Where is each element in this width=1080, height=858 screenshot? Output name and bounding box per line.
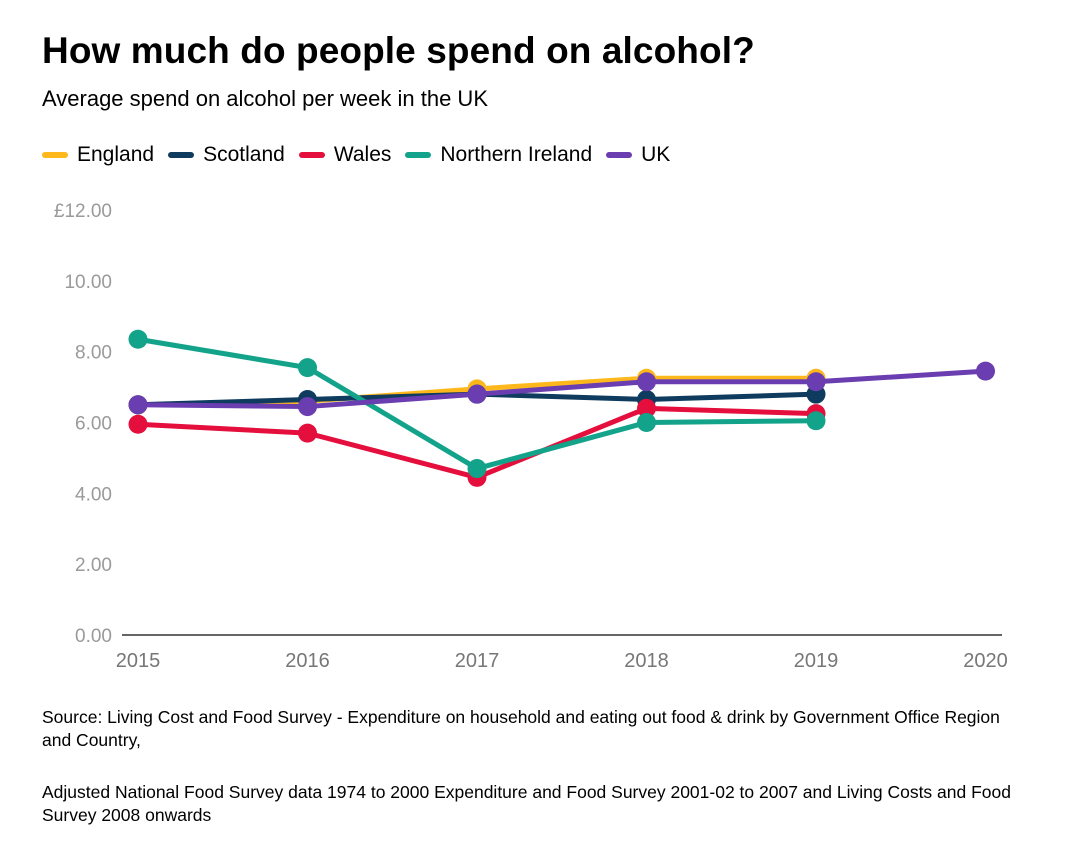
- legend-label-uk: UK: [641, 143, 671, 166]
- data-point-wales: [128, 414, 148, 434]
- legend-swatch-scotland: [168, 152, 195, 158]
- data-point-northern-ireland: [128, 329, 148, 349]
- data-point-northern-ireland: [806, 411, 826, 431]
- data-point-uk: [467, 384, 487, 404]
- legend-item-scotland: Scotland: [168, 143, 285, 167]
- legend-label-scotland: Scotland: [203, 143, 285, 166]
- y-tick-label: 2.00: [75, 555, 112, 576]
- legend-swatch-wales: [298, 152, 325, 158]
- x-tick-label: 2018: [624, 650, 669, 672]
- data-point-wales: [637, 398, 656, 418]
- data-point-northern-ireland: [467, 459, 487, 479]
- data-point-northern-ireland: [298, 358, 317, 378]
- chart-title: How much do people spend on alcohol?: [42, 30, 755, 71]
- series-line-uk: [135, 368, 988, 410]
- data-point-uk: [637, 372, 656, 392]
- chart-legend: England Scotland Wales Northern Ireland UK: [42, 143, 684, 167]
- x-tick-label: 2020: [963, 650, 1008, 672]
- legend-label-northern-ireland: Northern Ireland: [440, 143, 593, 166]
- data-point-uk: [298, 397, 317, 417]
- y-tick-label: 0.00: [75, 626, 112, 647]
- legend-swatch-northern-ireland: [405, 152, 432, 158]
- legend-label-wales: Wales: [333, 143, 392, 166]
- y-tick-label: £12.00: [54, 201, 112, 222]
- data-point-uk: [806, 372, 826, 392]
- source-note: Source: Living Cost and Food Survey - Ex…: [42, 707, 1000, 750]
- legend-swatch-england: [42, 152, 68, 158]
- line-chart: 0.00 2.00 4.00 6.00 8.00 10.00 £12.00 2015 2016 2…: [54, 201, 1008, 672]
- legend-item-northern-ireland: Northern Ireland: [405, 143, 592, 167]
- x-tick-label: 2015: [116, 650, 161, 672]
- y-tick-label: 4.00: [75, 484, 112, 505]
- source-note-secondary: Adjusted National Food Survey data 1974 …: [42, 782, 1011, 825]
- legend-item-uk: UK: [606, 143, 670, 167]
- data-point-uk: [128, 395, 148, 415]
- y-tick-label: 10.00: [64, 272, 112, 293]
- data-point-wales: [298, 423, 317, 443]
- data-point-northern-ireland: [637, 413, 656, 432]
- chart-subtitle: Average spend on alcohol per week in the…: [42, 86, 488, 111]
- x-tick-label: 2016: [285, 650, 330, 672]
- x-tick-label: 2017: [455, 650, 500, 672]
- legend-swatch-uk: [606, 152, 633, 158]
- legend-item-england: England: [42, 143, 154, 167]
- y-tick-label: 6.00: [75, 414, 112, 435]
- y-tick-label: 8.00: [75, 343, 112, 364]
- legend-label-england: England: [77, 143, 155, 166]
- legend-item-wales: Wales: [298, 143, 392, 167]
- data-point-uk: [976, 361, 995, 381]
- x-tick-label: 2019: [794, 650, 839, 672]
